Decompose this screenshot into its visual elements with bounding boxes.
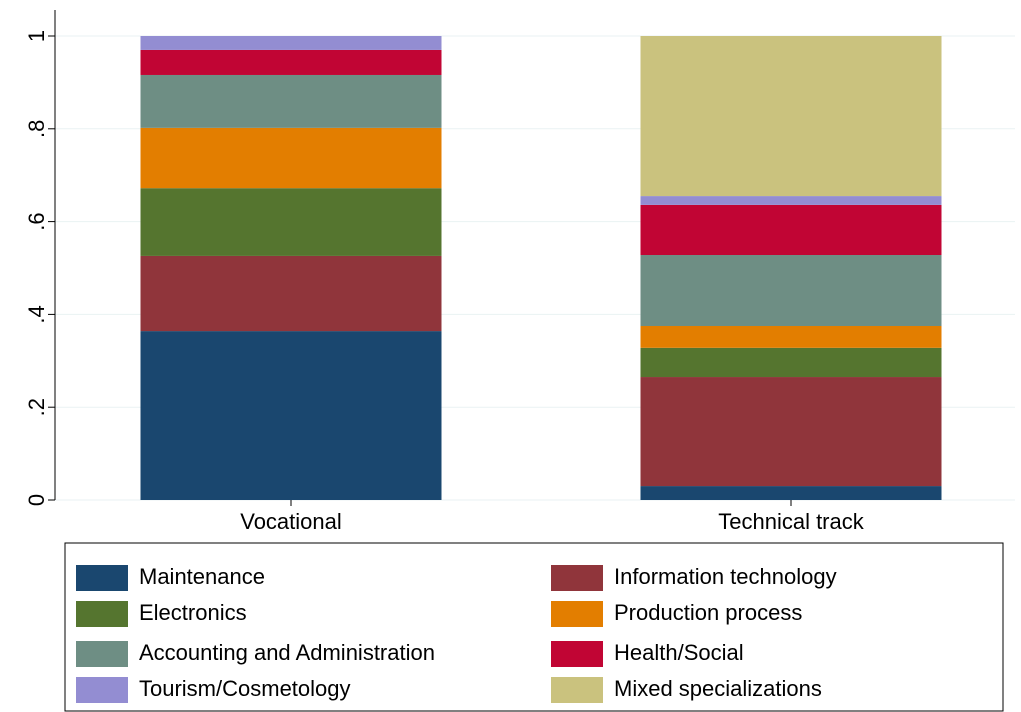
bar-segment: [640, 486, 942, 500]
legend-swatch: [551, 601, 603, 627]
legend-label: Tourism/Cosmetology: [139, 676, 351, 701]
legend-swatch: [76, 601, 128, 627]
bar-segment: [140, 331, 442, 500]
bar-segment: [640, 196, 942, 205]
y-tick-label: 0: [24, 494, 49, 506]
legend-swatch: [551, 677, 603, 703]
x-tick-label: Vocational: [240, 509, 342, 534]
bar-segment: [640, 36, 942, 197]
legend-label: Maintenance: [139, 564, 265, 589]
y-tick-label: .4: [24, 305, 49, 323]
legend-swatch: [76, 677, 128, 703]
y-tick-label: .2: [24, 398, 49, 416]
y-tick-label: 1: [24, 30, 49, 42]
y-tick-label: .8: [24, 120, 49, 138]
bar-segment: [140, 49, 442, 75]
legend-swatch: [76, 565, 128, 591]
bar-segment: [140, 74, 442, 128]
y-tick-label: .6: [24, 212, 49, 230]
legend-swatch: [551, 641, 603, 667]
bar-segment: [140, 188, 442, 256]
x-tick-label: Technical track: [718, 509, 865, 534]
legend-label: Mixed specializations: [614, 676, 822, 701]
legend-label: Production process: [614, 600, 802, 625]
bar-segment: [640, 255, 942, 326]
legend-box: [64, 542, 1004, 712]
bar-segment: [640, 377, 942, 487]
bar-segment: [140, 36, 442, 50]
bar-segment: [140, 127, 442, 189]
bar-segment: [640, 326, 942, 348]
legend-label: Information technology: [614, 564, 837, 589]
legend-label: Electronics: [139, 600, 247, 625]
legend-label: Health/Social: [614, 640, 744, 665]
bar-segment: [640, 204, 942, 256]
legend-swatch: [76, 641, 128, 667]
bar-segment: [640, 347, 942, 378]
bar-segment: [140, 255, 442, 332]
legend-label: Accounting and Administration: [139, 640, 435, 665]
legend-swatch: [551, 565, 603, 591]
